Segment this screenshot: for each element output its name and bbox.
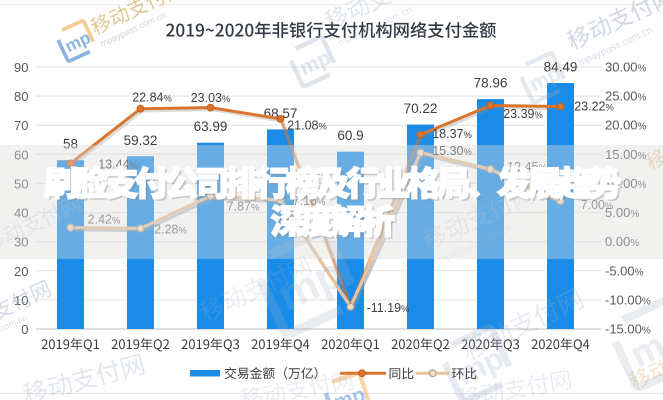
- svg-text:50: 50: [14, 176, 28, 191]
- svg-text:15.00%: 15.00%: [605, 147, 647, 162]
- svg-text:90: 90: [14, 60, 28, 75]
- svg-text:60.9: 60.9: [337, 128, 363, 143]
- svg-text:58: 58: [63, 137, 78, 152]
- svg-text:60: 60: [14, 147, 28, 162]
- svg-text:0: 0: [21, 322, 28, 337]
- svg-text:22.84%: 22.84%: [132, 91, 172, 105]
- svg-text:20.00%: 20.00%: [605, 118, 647, 133]
- svg-text:70.22: 70.22: [404, 101, 438, 116]
- svg-text:59.32: 59.32: [124, 133, 158, 148]
- svg-text:23.39%: 23.39%: [503, 107, 543, 121]
- svg-text:5.00%: 5.00%: [605, 205, 639, 220]
- svg-text:18.37%: 18.37%: [432, 127, 472, 141]
- svg-text:63.99: 63.99: [194, 119, 228, 134]
- svg-text:-15.00%: -15.00%: [605, 322, 651, 337]
- svg-text:-11.19%: -11.19%: [367, 301, 410, 315]
- svg-text:78.96: 78.96: [474, 76, 508, 91]
- svg-text:20: 20: [14, 264, 28, 279]
- svg-text:40: 40: [14, 206, 28, 221]
- svg-text:80: 80: [14, 89, 28, 104]
- svg-text:23.22%: 23.22%: [574, 100, 614, 114]
- svg-text:25.00%: 25.00%: [605, 89, 647, 104]
- svg-text:30.00%: 30.00%: [605, 60, 647, 75]
- svg-text:0.00%: 0.00%: [605, 234, 639, 249]
- svg-text:2.28%: 2.28%: [154, 223, 187, 237]
- svg-text:2.42%: 2.42%: [88, 213, 121, 227]
- svg-text:-10.00%: -10.00%: [605, 292, 651, 307]
- svg-text:15.30%: 15.30%: [432, 144, 472, 158]
- svg-text:7.87%: 7.87%: [227, 200, 260, 214]
- svg-text:21.08%: 21.08%: [287, 119, 327, 133]
- svg-text:-5.00%: -5.00%: [605, 263, 644, 278]
- svg-text:70: 70: [14, 118, 28, 133]
- svg-text:23.03%: 23.03%: [191, 91, 231, 105]
- svg-text:84.49: 84.49: [544, 60, 578, 75]
- svg-text:7.00%: 7.00%: [581, 198, 614, 212]
- svg-text:13.44%: 13.44%: [98, 158, 138, 172]
